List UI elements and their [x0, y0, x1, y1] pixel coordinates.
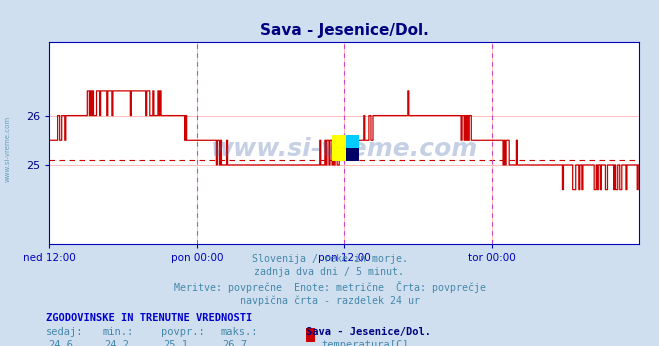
Text: sedaj:: sedaj:	[46, 327, 84, 337]
Text: Slovenija / reke in morje.: Slovenija / reke in morje.	[252, 254, 407, 264]
Text: 26,7: 26,7	[223, 340, 248, 346]
Text: maks.:: maks.:	[221, 327, 258, 337]
Text: povpr.:: povpr.:	[161, 327, 205, 337]
Text: 25,1: 25,1	[163, 340, 188, 346]
Text: Sava - Jesenice/Dol.: Sava - Jesenice/Dol.	[306, 327, 432, 337]
Text: Meritve: povprečne  Enote: metrične  Črta: povprečje: Meritve: povprečne Enote: metrične Črta:…	[173, 281, 486, 293]
Title: Sava - Jesenice/Dol.: Sava - Jesenice/Dol.	[260, 22, 429, 38]
Text: min.:: min.:	[102, 327, 133, 337]
Text: temperatura[C]: temperatura[C]	[321, 340, 409, 346]
Text: navpična črta - razdelek 24 ur: navpična črta - razdelek 24 ur	[239, 295, 420, 306]
Text: ZGODOVINSKE IN TRENUTNE VREDNOSTI: ZGODOVINSKE IN TRENUTNE VREDNOSTI	[46, 313, 252, 323]
Text: zadnja dva dni / 5 minut.: zadnja dva dni / 5 minut.	[254, 267, 405, 277]
Text: www.si-vreme.com: www.si-vreme.com	[211, 137, 478, 161]
Text: 24,2: 24,2	[104, 340, 129, 346]
Text: 24,6: 24,6	[48, 340, 73, 346]
Text: www.si-vreme.com: www.si-vreme.com	[5, 116, 11, 182]
